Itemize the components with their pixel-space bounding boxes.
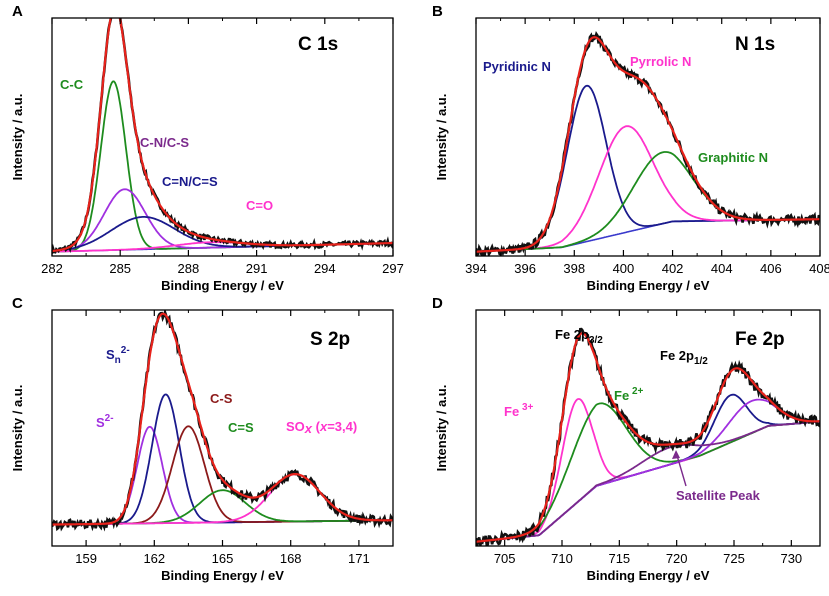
y-axis-title: Intensity / a.u. [434, 94, 449, 181]
fit-envelope-line [52, 312, 393, 526]
annotation-label: Sn2- [106, 345, 130, 366]
x-tick-label: 705 [494, 551, 516, 566]
satellite-pointer-head [672, 450, 680, 459]
panel-C: 159 162 165 168 171 Binding Energy / eV Intens… [10, 295, 394, 583]
x-tick-label: 297 [382, 261, 404, 276]
x-tick-label: 162 [143, 551, 165, 566]
annotation-label: C=N/C=S [162, 174, 218, 189]
component-3-line [476, 151, 820, 253]
panel-title: Fe 2p [735, 329, 785, 350]
x-tick-label: 282 [41, 261, 63, 276]
x-tick-label: 171 [348, 551, 370, 566]
annotation-label: Fe 3+ [504, 402, 534, 419]
x-axis-title: Binding Energy / eV [587, 568, 710, 583]
annotation-label: Fe 2+ [614, 386, 644, 403]
x-axis-title: Binding Energy / eV [161, 568, 284, 583]
annotation-label: Fe 2p3/2 [555, 327, 603, 346]
annotation-label: Pyrrolic N [630, 54, 691, 69]
plot-area [52, 18, 393, 254]
x-tick-label: 294 [314, 261, 336, 276]
panel-D: 705 710 715 720 725 730 Binding Energy / eV Int… [432, 295, 821, 583]
annotation-label: Fe 2p1/2 [660, 348, 708, 367]
annotation-label: C-C [60, 77, 84, 92]
component-1-line [52, 80, 393, 253]
fit-envelope-line [476, 36, 820, 253]
x-tick-label: 159 [75, 551, 97, 566]
x-tick-label: 165 [212, 551, 234, 566]
panel-title: C 1s [298, 34, 338, 55]
panel-B: 394 396 398 400 402 404 406 408 Binding Energy /… [432, 3, 829, 293]
component-1-line [476, 84, 820, 253]
annotation-label: Satellite Peak [676, 488, 761, 503]
panel-title: N 1s [735, 34, 775, 55]
x-tick-label: 730 [780, 551, 802, 566]
annotation-label: SOx (x=3,4) [286, 419, 357, 436]
x-tick-label: 168 [280, 551, 302, 566]
panel-A: 282 285 288 291 294 297 Binding Energy / eV Int… [10, 3, 404, 293]
annotation-label: C-S [210, 391, 233, 406]
panel-letter: B [432, 3, 443, 20]
x-tick-label: 288 [178, 261, 200, 276]
annotation-label: Pyridinic N [483, 59, 551, 74]
y-axis-title: Intensity / a.u. [10, 94, 25, 181]
component-2-line [476, 402, 820, 543]
annotation-label: S2- [96, 413, 114, 430]
component-2-line [52, 393, 393, 526]
x-tick-label: 394 [465, 261, 487, 276]
fit-envelope-line [476, 332, 820, 543]
x-tick-label: 715 [608, 551, 630, 566]
plot-area [476, 31, 820, 256]
x-tick-label: 291 [246, 261, 268, 276]
annotation-label: C-N/C-S [140, 135, 189, 150]
x-tick-label: 402 [662, 261, 684, 276]
x-tick-label: 404 [711, 261, 733, 276]
y-axis-title: Intensity / a.u. [10, 385, 25, 472]
x-tick-label: 725 [723, 551, 745, 566]
x-tick-label: 398 [563, 261, 585, 276]
component-2-line [476, 125, 820, 253]
plot-area [476, 327, 820, 546]
x-tick-label: 400 [613, 261, 635, 276]
x-tick-label: 406 [760, 261, 782, 276]
x-axis-title: Binding Energy / eV [161, 278, 284, 293]
annotation-label: Graphitic N [698, 150, 768, 165]
panel-title: S 2p [310, 329, 350, 350]
panel-letter: C [12, 295, 23, 312]
raw-data-line [52, 310, 393, 532]
fit-envelope-line [52, 18, 393, 253]
component-3-line [52, 425, 393, 526]
panel-letter: D [432, 295, 443, 312]
annotation-label: C=O [246, 198, 273, 213]
component-4-line [52, 489, 393, 526]
component-4-line [476, 398, 820, 543]
y-axis-title: Intensity / a.u. [434, 385, 449, 472]
component-3-line [476, 393, 820, 543]
component-3-line [52, 216, 393, 252]
panel-letter: A [12, 3, 23, 20]
component-5-line [476, 420, 820, 543]
x-tick-label: 285 [109, 261, 131, 276]
x-tick-label: 710 [551, 551, 573, 566]
raw-data-line [476, 327, 820, 546]
annotation-label: C=S [228, 420, 254, 435]
x-tick-label: 720 [666, 551, 688, 566]
x-tick-label: 408 [809, 261, 829, 276]
plot-area [52, 310, 393, 532]
x-axis-title: Binding Energy / eV [587, 278, 710, 293]
x-tick-label: 396 [514, 261, 536, 276]
